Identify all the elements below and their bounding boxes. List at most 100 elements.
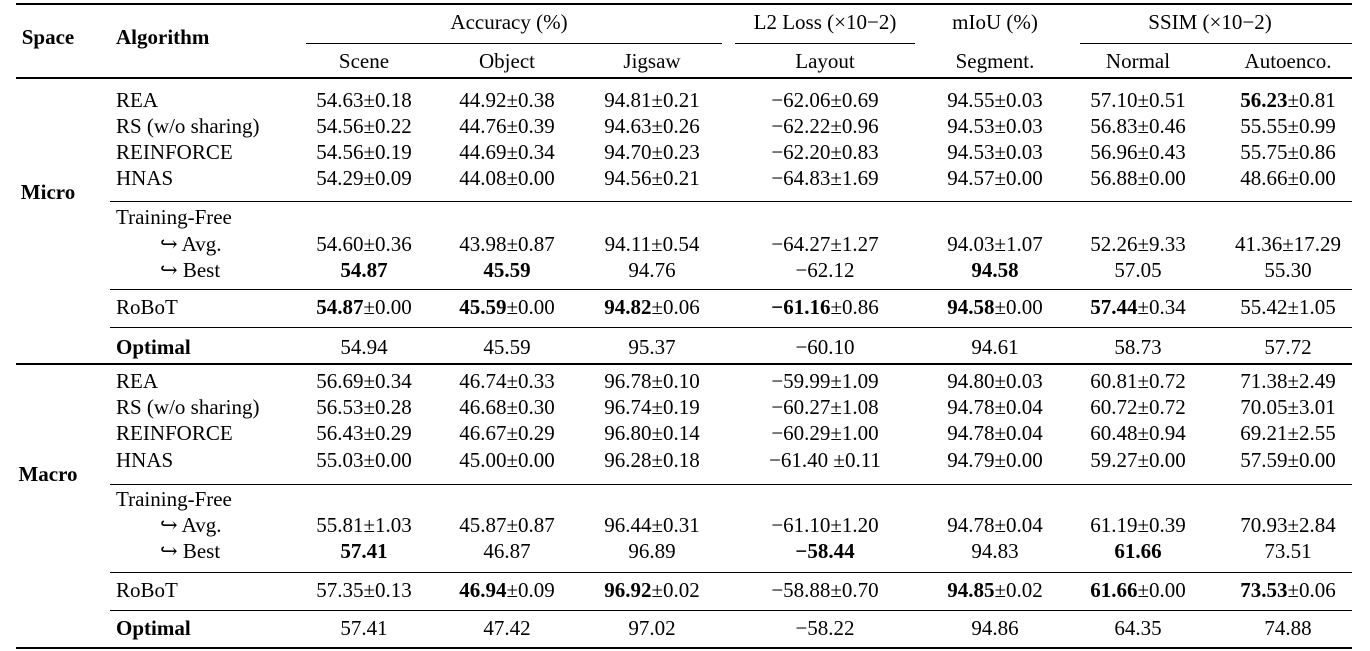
algorithm-label: RS (w/o sharing) [116, 114, 260, 138]
cell-value: 94.55±0.03 [947, 88, 1043, 112]
cell-value: 94.57±0.00 [947, 166, 1043, 190]
cell-value: 45.87±0.87 [459, 513, 555, 537]
table-cell: 96.89 [628, 538, 675, 564]
cell-value: 57.35±0.13 [316, 578, 412, 602]
table-cell: 54.87±0.00 [316, 294, 412, 320]
table-cell: 61.19±0.39 [1090, 512, 1186, 538]
table-cell: −61.40 ±0.11 [769, 447, 881, 473]
cell-value: 44.08±0.00 [459, 166, 555, 190]
cell-value: 60.48±0.94 [1090, 421, 1186, 445]
cell-value: −64.27±1.27 [771, 232, 879, 256]
table-cell: 45.59±0.00 [459, 294, 555, 320]
table-cell: 94.70±0.23 [604, 139, 700, 165]
best-value: 61.66 [1090, 578, 1138, 602]
cell-value: ±0.02 [651, 578, 700, 602]
algorithm-label: RoBoT [116, 578, 178, 602]
column-header: Normal [1105, 49, 1171, 73]
cell-value: −64.83±1.69 [771, 166, 879, 190]
algorithm-label: Optimal [116, 616, 191, 640]
cell-value: 74.88 [1264, 616, 1312, 640]
cell-value: −62.06±0.69 [771, 88, 879, 112]
table-cell: 94.80±0.03 [947, 368, 1043, 394]
cell-value: 54.56±0.19 [316, 140, 412, 164]
best-value: 61.66 [1114, 539, 1162, 563]
table-cell: 56.96±0.43 [1090, 139, 1186, 165]
algorithm-label: REA [116, 369, 158, 393]
table-cell: 55.81±1.03 [316, 512, 412, 538]
table-cell: 70.05±3.01 [1240, 394, 1336, 420]
table-cell: 94.11±0.54 [605, 231, 700, 257]
table-cell: 60.72±0.72 [1090, 394, 1186, 420]
table-cell: 94.82±0.06 [604, 294, 700, 320]
table-cell: 54.56±0.19 [316, 139, 412, 165]
table-cell: 46.87 [483, 538, 530, 564]
best-value: 57.44 [1090, 295, 1138, 319]
cell-value: 94.03±1.07 [947, 232, 1043, 256]
table-cell: 57.41 [340, 615, 387, 641]
best-value: 96.92 [604, 578, 652, 602]
table-cell: 55.03±0.00 [316, 447, 412, 473]
best-value: 94.82 [604, 295, 652, 319]
column-header: Jigsaw [623, 49, 681, 73]
table-cell: 57.44±0.34 [1090, 294, 1186, 320]
cell-value: 60.81±0.72 [1090, 369, 1186, 393]
cell-value: 71.38±2.49 [1240, 369, 1336, 393]
cell-value: 54.63±0.18 [316, 88, 412, 112]
cell-value: 54.29±0.09 [316, 166, 412, 190]
column-header: Object [479, 49, 535, 73]
cell-value: 70.93±2.84 [1240, 513, 1336, 537]
table-cell: 69.21±2.55 [1240, 420, 1336, 446]
table-cell: 56.88±0.00 [1090, 165, 1186, 191]
cell-value: 94.70±0.23 [604, 140, 700, 164]
table-cell: −62.20±0.83 [771, 139, 878, 165]
cell-value: −61.10±1.20 [771, 513, 879, 537]
cell-value: ±0.02 [994, 578, 1043, 602]
table-rule [735, 42, 915, 44]
table-cell: 94.55±0.03 [947, 87, 1043, 113]
table-cell: 44.92±0.38 [459, 87, 555, 113]
table-cell: 94.58 [971, 257, 1018, 283]
cell-value: ±0.09 [506, 578, 555, 602]
cell-value: 56.96±0.43 [1090, 140, 1186, 164]
table-cell: 94.78±0.04 [947, 512, 1043, 538]
best-value: 45.59 [483, 258, 531, 282]
cell-value: 57.41 [340, 616, 388, 640]
table-cell: −64.27±1.27 [771, 231, 878, 257]
space-label: Micro [20, 180, 76, 204]
cell-value: 94.78±0.04 [947, 395, 1043, 419]
table-cell: 55.55±0.99 [1240, 113, 1336, 139]
cell-value: ±0.00 [994, 295, 1043, 319]
table-cell: 54.60±0.36 [316, 231, 412, 257]
table-cell: 73.53±0.06 [1240, 577, 1336, 603]
algorithm-label: REINFORCE [116, 140, 233, 164]
cell-value: 94.76 [628, 258, 676, 282]
table-cell: 46.68±0.30 [459, 394, 555, 420]
table-cell: 94.53±0.03 [947, 113, 1043, 139]
cell-value: 94.79±0.00 [947, 448, 1043, 472]
cell-value: 46.87 [483, 539, 531, 563]
table-cell: 94.76 [628, 257, 675, 283]
cell-value: 94.56±0.21 [604, 166, 700, 190]
table-cell: 45.00±0.00 [459, 447, 555, 473]
cell-value: 57.59±0.00 [1240, 448, 1336, 472]
algorithm-label: ↪ Avg. [160, 513, 222, 537]
best-value: 56.23 [1240, 88, 1288, 112]
table-cell: −58.88±0.70 [771, 577, 878, 603]
cell-value: −60.10 [795, 335, 855, 359]
cell-value: 56.53±0.28 [316, 395, 412, 419]
table-cell: 94.86 [971, 615, 1018, 641]
table-cell: 94.03±1.07 [947, 231, 1043, 257]
table-cell: −61.10±1.20 [771, 512, 878, 538]
cell-value: 55.75±0.86 [1240, 140, 1336, 164]
metric-group-header: Accuracy (%) [450, 10, 568, 34]
cell-value: 95.37 [628, 335, 676, 359]
cell-value: 94.78±0.04 [947, 421, 1043, 445]
cell-value: 96.89 [628, 539, 676, 563]
table-cell: 60.48±0.94 [1090, 420, 1186, 446]
cell-value: 94.86 [971, 616, 1019, 640]
cell-value: 46.74±0.33 [459, 369, 555, 393]
table-cell: 97.02 [628, 615, 675, 641]
cell-value: 57.72 [1264, 335, 1312, 359]
table-cell: 44.69±0.34 [459, 139, 555, 165]
table-cell: 94.78±0.04 [947, 394, 1043, 420]
